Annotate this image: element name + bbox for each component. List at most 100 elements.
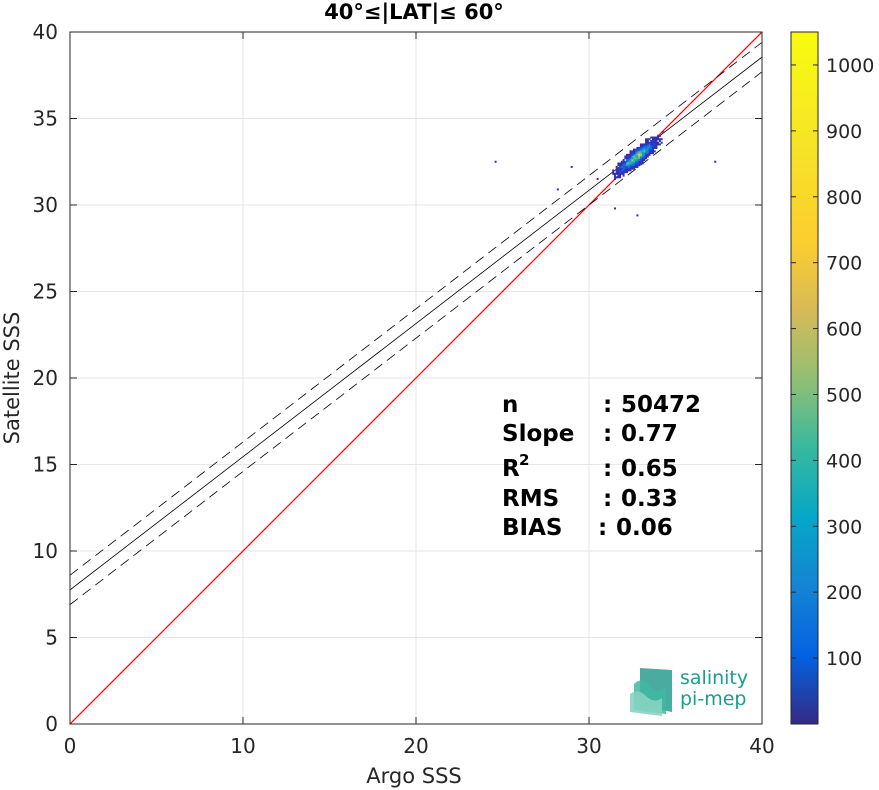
density-cell [650,136,653,139]
density-cell [627,160,630,163]
density-cell [646,143,649,146]
density-cell [617,164,620,167]
stat-bias-value: 0.06 [616,515,673,541]
density-cell [632,167,635,170]
y-axis-label: Satellite SSS [0,312,24,445]
x-tick-label: 10 [230,734,255,758]
density-cell [634,165,637,168]
density-cell [629,162,632,165]
density-cell [645,143,648,146]
density-cell [650,143,653,146]
density-cell [650,150,653,153]
stat-rms-value: 0.33 [621,486,678,512]
density-cell [638,160,641,163]
density-cell [626,160,629,163]
density-cell [662,131,665,134]
density-cell [631,160,634,163]
density-cell [629,167,632,170]
density-cell [643,150,646,153]
density-cell [629,169,632,172]
density-cell [641,162,644,165]
density-cell [626,155,629,158]
density-cell [636,146,639,149]
density-cell [648,146,651,149]
y-tick-label: 15 [33,453,58,477]
density-cell [638,162,641,165]
density-cell [631,150,634,153]
density-cell [619,162,622,165]
colorbar-tick-label: 1000 [826,55,874,77]
stat-slope-sep: : [603,421,612,447]
density-cell [645,150,648,153]
y-tick-label: 40 [33,20,58,44]
density-cell [613,178,616,181]
density-cell [638,155,641,158]
density-cell [636,162,639,165]
density-cell [629,164,632,167]
density-cell [639,146,642,149]
x-tick-label: 40 [749,734,774,758]
density-cell [619,164,622,167]
density-cell [619,165,622,168]
density-cell [636,152,639,155]
density-cell [631,159,634,162]
density-cell [617,176,620,179]
salinity-pimep-logo: salinity pi-mep [630,667,748,716]
density-cell [627,159,630,162]
density-cell [631,162,634,165]
density-cell [643,152,646,155]
density-cell [648,145,651,148]
density-cell [626,159,629,162]
density-cell [620,164,623,167]
colorbar-tick-label: 300 [826,516,862,538]
density-cell [632,159,635,162]
density-cell [624,162,627,165]
density-cell [646,150,649,153]
density-cell [617,169,620,172]
density-cell [636,160,639,163]
density-cell [657,143,660,146]
density-cell [622,164,625,167]
density-cell [619,174,622,177]
density-cell [648,138,651,141]
density-cell [629,165,632,168]
density-cell [636,164,639,167]
density-cell [624,155,627,158]
density-cell [658,143,661,146]
density-cell [646,139,649,142]
density-cell [612,169,615,172]
density-cell [645,155,648,158]
density-cell [634,152,637,155]
stat-n-label: n [502,392,518,418]
density-cell [636,155,639,158]
density-cell [645,153,648,156]
density-cell [638,153,641,156]
density-cell [627,165,630,168]
density-cloud [494,131,717,217]
density-cell [641,145,644,148]
density-cell [629,150,632,153]
density-cell [655,145,658,148]
density-cell [632,164,635,167]
density-cell [629,160,632,163]
colorbar-tick-label: 800 [826,187,862,209]
density-cell [627,162,630,165]
density-cell [639,145,642,148]
density-cell [634,160,637,163]
stats-box: n : 50472 Slope : 0.77 R 2 : 0.65 RMS : … [502,392,701,541]
density-cell [652,145,655,148]
density-cell [652,146,655,149]
stat-rms-sep: : [603,486,612,512]
stat-rms-label: RMS [502,486,559,512]
density-cell [629,152,632,155]
density-cell [641,152,644,155]
density-cell [626,153,629,156]
y-tick-label: 10 [33,539,58,563]
density-cell [650,141,653,144]
density-cell [627,153,630,156]
outlier-point [613,207,616,210]
density-cell [634,150,637,153]
density-cell [632,162,635,165]
density-cell [620,165,623,168]
